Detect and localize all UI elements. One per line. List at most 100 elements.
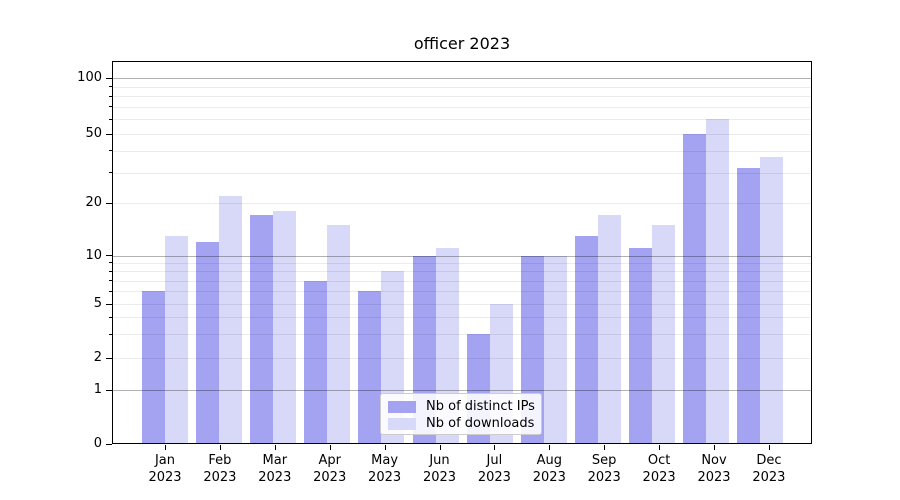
legend-label-distinct-ips: Nb of distinct IPs xyxy=(426,399,535,414)
bar-mar-distinct-ips xyxy=(250,215,274,444)
gridline-60 xyxy=(113,119,811,121)
y-axis-label-2: 2 xyxy=(93,350,102,365)
x-tick-label-month: Apr xyxy=(318,453,341,468)
x-tick-label-jun: Jun 2023 xyxy=(408,452,472,486)
y-minor-tick-mark-2 xyxy=(109,357,112,359)
bar-oct-distinct-ips xyxy=(628,248,652,444)
x-tick-mark-dec xyxy=(768,445,770,450)
bar-sep-downloads xyxy=(597,215,621,444)
x-tick-label-month: Jun xyxy=(429,453,450,468)
x-tick-label-year: 2023 xyxy=(642,470,676,485)
x-tick-label-jul: Jul 2023 xyxy=(462,452,526,486)
y-tick-mark-10 xyxy=(106,255,112,256)
chart-title: officer 2023 xyxy=(413,34,511,53)
bar-dec-distinct-ips xyxy=(737,167,761,444)
x-tick-label-month: Oct xyxy=(647,453,671,468)
y-minor-tick-mark-80 xyxy=(109,95,112,97)
x-tick-mark-jun xyxy=(439,445,441,450)
bar-apr-distinct-ips xyxy=(304,280,328,444)
gridline-10 xyxy=(113,255,811,257)
legend-row-downloads: Nb of downloads xyxy=(388,415,535,432)
x-tick-label-year: 2023 xyxy=(477,470,511,485)
x-tick-mark-feb xyxy=(219,445,221,450)
gridline-2 xyxy=(113,358,811,359)
x-tick-label-month: Jul xyxy=(486,453,503,468)
x-tick-label-month: Aug xyxy=(536,453,562,468)
x-tick-label-oct: Oct 2023 xyxy=(627,452,691,486)
x-tick-label-month: Jan xyxy=(154,453,176,468)
y-minor-tick-mark-9 xyxy=(109,262,112,264)
legend-swatch-distinct-ips xyxy=(388,400,416,413)
bar-may-distinct-ips xyxy=(358,291,382,444)
bar-nov-distinct-ips xyxy=(683,134,706,444)
gridline-100 xyxy=(113,78,811,79)
x-tick-label-month: Mar xyxy=(262,453,288,468)
gridline-50 xyxy=(113,134,811,135)
x-tick-label-year: 2023 xyxy=(258,470,292,485)
x-tick-label-month: Feb xyxy=(208,453,232,468)
y-minor-tick-mark-5 xyxy=(109,303,112,305)
x-tick-label-nov: Nov 2023 xyxy=(682,452,746,486)
gridline-80 xyxy=(113,96,811,97)
y-minor-tick-mark-3 xyxy=(109,333,112,335)
y-axis-label-100: 100 xyxy=(77,70,102,85)
x-tick-mark-oct xyxy=(659,445,661,450)
gridline-1 xyxy=(113,390,811,391)
x-tick-label-year: 2023 xyxy=(697,470,731,485)
y-axis-label-1: 1 xyxy=(93,382,102,397)
x-tick-mark-jul xyxy=(494,445,496,450)
gridline-5 xyxy=(113,304,811,305)
legend-row-distinct-ips: Nb of distinct IPs xyxy=(388,398,535,415)
y-minor-tick-mark-70 xyxy=(109,106,112,108)
bar-jan-distinct-ips xyxy=(142,291,165,444)
y-minor-tick-mark-8 xyxy=(109,270,112,272)
y-axis-label-0: 0 xyxy=(93,436,102,451)
x-tick-label-year: 2023 xyxy=(368,470,402,485)
gridline-6 xyxy=(113,291,811,293)
x-tick-label-aug: Aug 2023 xyxy=(517,452,581,486)
x-tick-label-year: 2023 xyxy=(313,470,347,485)
x-tick-label-month: Dec xyxy=(756,453,782,468)
y-minor-tick-mark-7 xyxy=(109,280,112,281)
x-tick-mark-aug xyxy=(549,445,551,450)
x-tick-mark-nov xyxy=(714,445,715,450)
gridline-9 xyxy=(113,262,811,264)
y-minor-tick-mark-6 xyxy=(109,290,112,292)
y-axis-label-20: 20 xyxy=(85,195,102,210)
x-tick-label-sep: Sep 2023 xyxy=(572,452,636,486)
x-tick-mark-jan xyxy=(165,445,166,450)
bar-feb-distinct-ips xyxy=(196,241,220,444)
x-tick-label-year: 2023 xyxy=(532,470,566,485)
y-tick-mark-100 xyxy=(106,77,112,79)
gridline-20 xyxy=(113,203,811,204)
x-tick-mark-sep xyxy=(604,445,606,450)
x-tick-mark-may xyxy=(384,445,386,450)
y-minor-tick-mark-50 xyxy=(109,133,112,135)
gridline-70 xyxy=(113,106,811,108)
x-tick-label-jan: Jan 2023 xyxy=(133,452,197,486)
x-tick-label-month: Sep xyxy=(591,453,617,468)
bar-apr-downloads xyxy=(327,224,351,444)
x-tick-mark-mar xyxy=(274,445,276,450)
gridline-30 xyxy=(113,172,811,174)
gridline-4 xyxy=(113,317,811,319)
x-tick-label-year: 2023 xyxy=(203,470,237,485)
y-minor-tick-mark-30 xyxy=(109,172,112,173)
legend: Nb of distinct IPs Nb of downloads xyxy=(380,393,542,435)
y-axis-label-10: 10 xyxy=(85,247,102,263)
y-minor-tick-mark-40 xyxy=(109,150,112,152)
gridline-3 xyxy=(113,334,811,336)
x-tick-label-month: May xyxy=(371,453,399,468)
y-axis-label-5: 5 xyxy=(93,296,102,311)
y-tick-mark-0 xyxy=(106,443,112,445)
bar-feb-downloads xyxy=(219,195,243,444)
x-tick-label-year: 2023 xyxy=(752,470,786,485)
y-minor-tick-mark-20 xyxy=(109,202,112,204)
bar-mar-downloads xyxy=(273,211,297,444)
gridline-90 xyxy=(113,86,811,88)
y-minor-tick-mark-60 xyxy=(109,118,112,120)
x-tick-label-year: 2023 xyxy=(422,470,457,485)
